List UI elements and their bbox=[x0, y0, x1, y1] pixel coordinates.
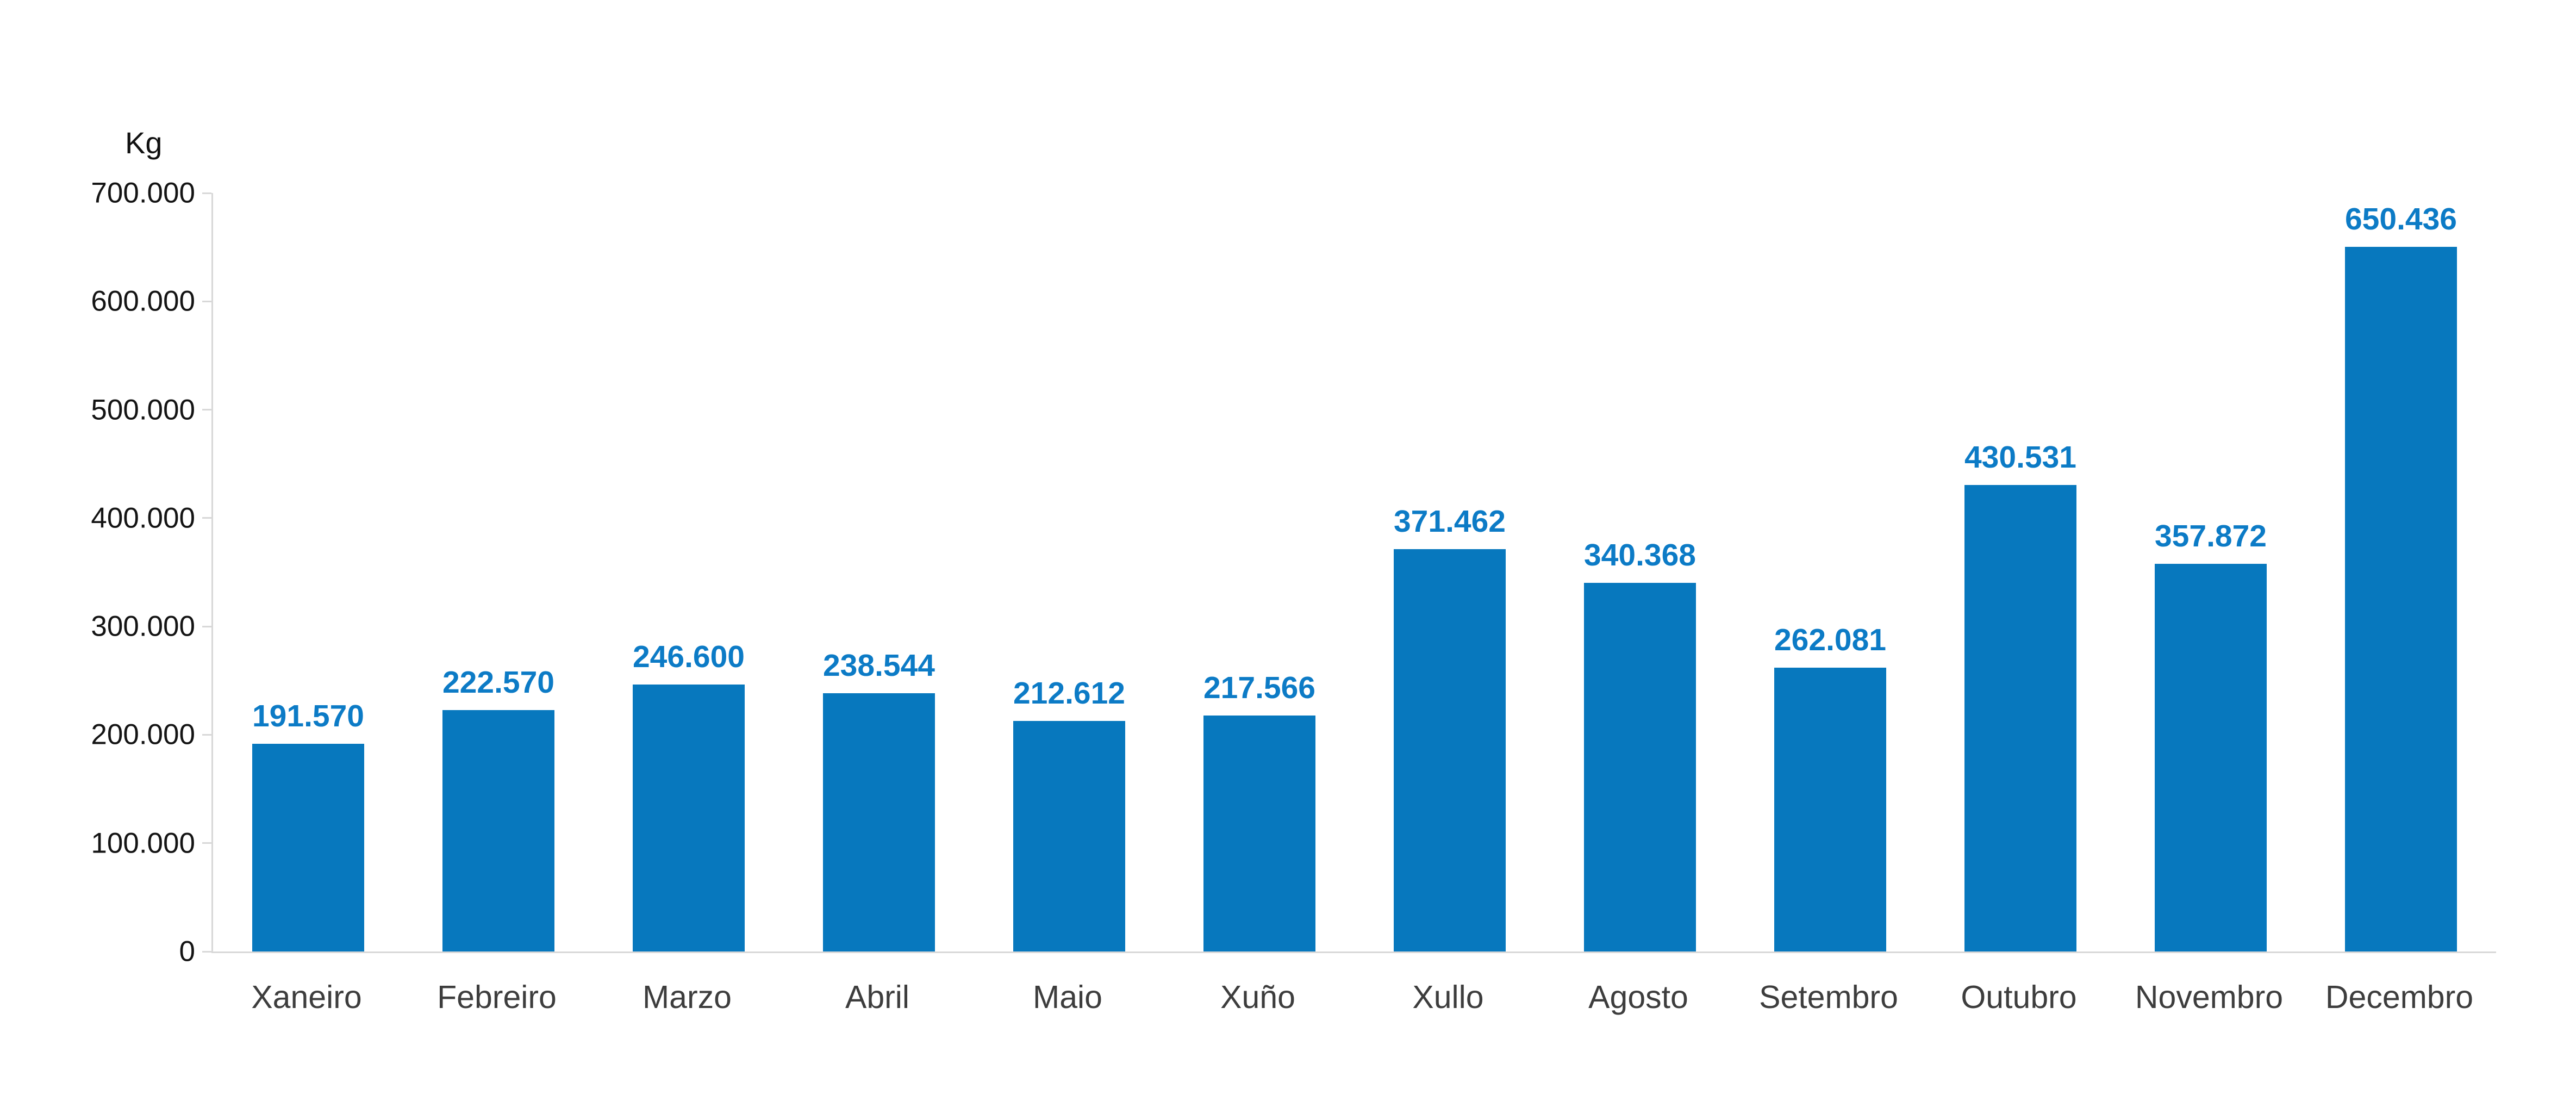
y-tick-mark bbox=[202, 950, 211, 953]
x-tick-label: Abril bbox=[845, 979, 910, 1015]
bar-column-setembro: 262.081 bbox=[1735, 193, 1925, 951]
x-tick-label: Decembro bbox=[2325, 979, 2474, 1015]
x-tick-label: Setembro bbox=[1759, 979, 1898, 1015]
bar-value-label: 191.570 bbox=[252, 699, 365, 734]
bar-column-marzo: 246.600 bbox=[594, 193, 784, 951]
bar-abril[interactable] bbox=[822, 693, 935, 951]
bar-value-label: 430.531 bbox=[1964, 440, 2077, 475]
y-tick-label: 700.000 bbox=[91, 177, 195, 209]
bar-novembro[interactable] bbox=[2154, 563, 2267, 951]
bar-agosto[interactable] bbox=[1583, 582, 1696, 951]
bar-column-novembro: 357.872 bbox=[2116, 193, 2306, 951]
x-tick-label: Outubro bbox=[1961, 979, 2077, 1015]
y-tick-mark bbox=[202, 625, 211, 627]
x-tick-label: Maio bbox=[1033, 979, 1102, 1015]
bar-decembro[interactable] bbox=[2344, 246, 2458, 951]
y-tick-mark bbox=[202, 517, 211, 519]
bar-column-xaneiro: 191.570 bbox=[213, 193, 403, 951]
y-tick-label: 300.000 bbox=[91, 610, 195, 643]
bar-value-label: 650.436 bbox=[2344, 201, 2458, 237]
y-tick-mark bbox=[202, 733, 211, 736]
y-axis-title: Kg bbox=[125, 126, 163, 160]
bar-value-label: 246.600 bbox=[632, 639, 745, 674]
y-tick-label: 500.000 bbox=[91, 394, 195, 426]
x-tick-label: Novembro bbox=[2135, 979, 2284, 1015]
bar-column-outubro: 430.531 bbox=[1925, 193, 2116, 951]
bar-xullo[interactable] bbox=[1393, 549, 1506, 951]
bar-column-maio: 212.612 bbox=[974, 193, 1164, 951]
y-tick-label: 0 bbox=[179, 935, 195, 968]
bar-value-label: 262.081 bbox=[1774, 622, 1887, 657]
bar-column-xullo: 371.462 bbox=[1355, 193, 1545, 951]
y-tick-label: 400.000 bbox=[91, 502, 195, 534]
bar-value-label: 371.462 bbox=[1393, 503, 1506, 539]
bar-column-decembro: 650.436 bbox=[2306, 193, 2496, 951]
y-tick-label: 200.000 bbox=[91, 718, 195, 751]
y-tick-mark bbox=[202, 300, 211, 302]
bar-xaneiro[interactable] bbox=[252, 744, 365, 951]
x-tick-label: Xullo bbox=[1412, 979, 1484, 1015]
bar-maio[interactable] bbox=[1013, 721, 1126, 951]
y-tick-mark bbox=[202, 409, 211, 411]
x-tick-label: Xuño bbox=[1220, 979, 1295, 1015]
y-tick-mark bbox=[202, 192, 211, 194]
bar-febreiro[interactable] bbox=[442, 710, 555, 951]
bar-value-label: 222.570 bbox=[442, 665, 555, 700]
y-tick-label: 100.000 bbox=[91, 827, 195, 860]
bar-column-febreiro: 222.570 bbox=[403, 193, 594, 951]
bar-marzo[interactable] bbox=[632, 684, 745, 951]
y-axis-tick-labels: 700.000 600.000 500.000 400.000 300.000 200.0… bbox=[0, 177, 195, 968]
bar-column-xuño: 217.566 bbox=[1164, 193, 1355, 951]
plot-area: 191.570 222.570 246.600 238.544 212.612 217.5… bbox=[202, 192, 2496, 953]
x-tick-label: Febreiro bbox=[437, 979, 557, 1015]
bar-outubro[interactable] bbox=[1964, 485, 2077, 951]
y-tick-mark bbox=[202, 842, 211, 844]
bar-setembro[interactable] bbox=[1774, 667, 1887, 951]
bar-column-abril: 238.544 bbox=[784, 193, 974, 951]
y-tick-label: 600.000 bbox=[91, 285, 195, 318]
x-tick-label: Xaneiro bbox=[251, 979, 362, 1015]
bar-column-agosto: 340.368 bbox=[1545, 193, 1735, 951]
bar-xuño[interactable] bbox=[1203, 716, 1316, 951]
x-tick-label: Agosto bbox=[1588, 979, 1688, 1015]
bar-value-label: 340.368 bbox=[1583, 537, 1696, 573]
bar-value-label: 212.612 bbox=[1013, 676, 1126, 711]
bar-value-label: 238.544 bbox=[822, 648, 935, 683]
bar-value-label: 217.566 bbox=[1203, 670, 1316, 706]
bar-value-label: 357.872 bbox=[2154, 518, 2267, 553]
x-axis-labels: Xaneiro Febreiro Marzo Abril Maio Xuño Xullo Ag… bbox=[211, 979, 2494, 1016]
x-tick-label: Marzo bbox=[643, 979, 732, 1015]
